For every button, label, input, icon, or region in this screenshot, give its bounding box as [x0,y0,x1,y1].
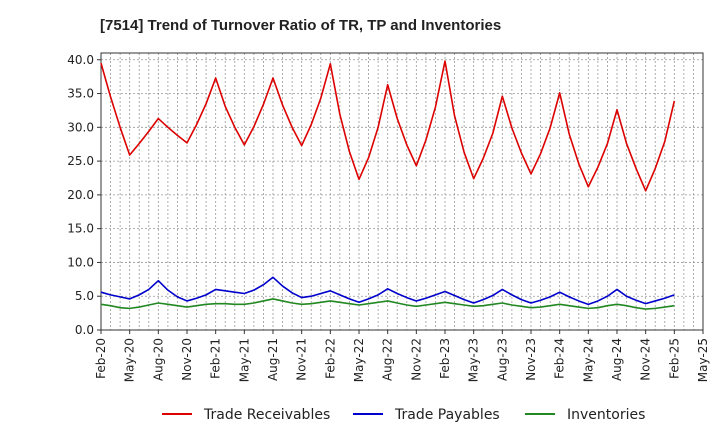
x-tick-label: Aug-23 [495,338,509,381]
grid-lines [101,53,703,331]
plot-area [100,52,704,331]
x-tick-label: Nov-24 [639,338,653,381]
x-tick-label: May-20 [123,338,137,382]
x-tick-label: Nov-20 [180,338,194,381]
x-tick-label: Feb-22 [323,338,337,379]
y-tick-label: 30.0 [67,120,94,134]
series-line-inventories [100,298,675,310]
y-tick-label: 20.0 [67,188,94,202]
y-tick-label: 35.0 [67,87,94,101]
x-tick-label: Aug-24 [610,338,624,381]
x-tick-label: Aug-21 [266,338,280,381]
x-tick-label: May-22 [352,338,366,382]
chart-title: [7514] Trend of Turnover Ratio of TR, TP… [100,17,501,34]
x-tick-label: Feb-25 [667,338,681,379]
x-tick-label: May-23 [467,338,481,382]
x-tick-label: May-21 [237,338,251,382]
x-tick-label: May-24 [581,338,595,382]
x-tick-label: Nov-23 [524,338,538,381]
y-tick-label: 0.0 [75,323,94,337]
x-tick-label: May-25 [696,338,710,382]
series-line-trade-payables [100,276,675,306]
series-lines [100,60,676,310]
legend-label: Trade Payables [394,407,500,423]
y-tick-label: 15.0 [67,222,94,236]
x-tick-label: Feb-20 [94,338,108,379]
y-tick-label: 10.0 [67,255,94,269]
x-tick-label: Nov-21 [295,338,309,381]
y-tick-label: 40.0 [67,53,94,67]
x-tick-label: Feb-21 [209,338,223,379]
y-axis: 0.0 5.0 10.0 15.0 20.0 25.0 30.0 35.0 40.0 [67,53,101,337]
y-tick-label: 25.0 [67,154,94,168]
x-axis: Feb-20 May-20 Aug-20 Nov-20 Feb-21 May-21 Aug-… [94,330,710,382]
x-tick-label: Feb-23 [438,338,452,379]
x-tick-label: Nov-22 [409,338,423,381]
x-tick-label: Aug-20 [151,338,165,381]
x-tick-label: Feb-24 [553,338,567,379]
y-tick-label: 5.0 [75,289,94,303]
x-tick-label: Aug-22 [381,338,395,381]
legend: Trade Receivables Trade Payables Inventori… [162,407,645,423]
legend-label: Trade Receivables [203,407,330,423]
series-line-trade-receivables [100,60,676,192]
legend-label: Inventories [567,407,645,423]
